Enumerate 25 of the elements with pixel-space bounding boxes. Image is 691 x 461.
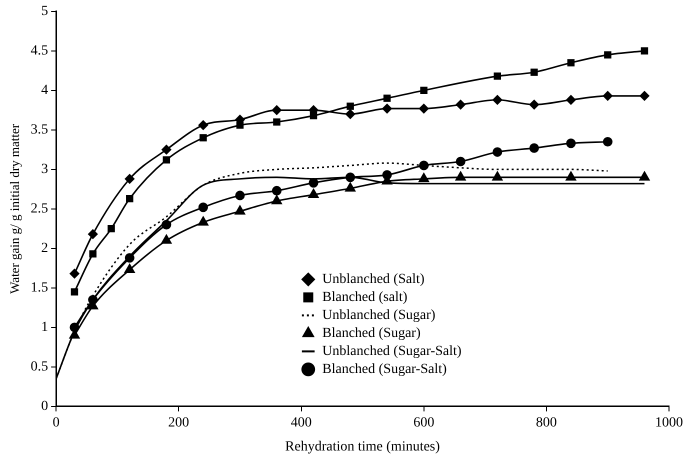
legend-label: Unblanched (Sugar) <box>322 308 436 324</box>
y-tick-label: 1.5 <box>30 280 48 296</box>
y-tick-label: 1 <box>41 320 48 336</box>
y-tick-label: 4 <box>41 83 48 98</box>
x-tick-label: 0 <box>52 415 60 430</box>
legend-label: Unblanched (Salt) <box>322 272 425 288</box>
x-tick-label: 1000 <box>655 415 683 430</box>
y-axis-title: Water gain g/ g initial dry matter <box>7 123 22 294</box>
y-tick-label: 2 <box>41 241 48 256</box>
y-tick-label: 3.5 <box>30 122 48 138</box>
y-tick-label: 3 <box>41 162 48 178</box>
legend-label: Blanched (salt) <box>322 290 408 306</box>
x-tick-label: 600 <box>413 415 434 430</box>
x-axis-title: Rehydration time (minutes) <box>285 439 440 454</box>
y-tick-label: 2.5 <box>30 202 48 217</box>
y-tick-label: 0 <box>41 399 48 414</box>
legend-label: Blanched (Sugar) <box>322 326 421 342</box>
x-tick-label: 200 <box>168 415 190 430</box>
legend-label: Unblanched (Sugar-Salt) <box>322 344 462 360</box>
y-tick-label: 5 <box>41 4 48 20</box>
y-tick-label: 0.5 <box>30 360 48 375</box>
x-tick-label: 400 <box>290 415 312 430</box>
y-tick-label: 4.5 <box>30 44 48 59</box>
x-tick-label: 800 <box>536 415 557 430</box>
legend-label: Blanched (Sugar-Salt) <box>322 362 448 378</box>
